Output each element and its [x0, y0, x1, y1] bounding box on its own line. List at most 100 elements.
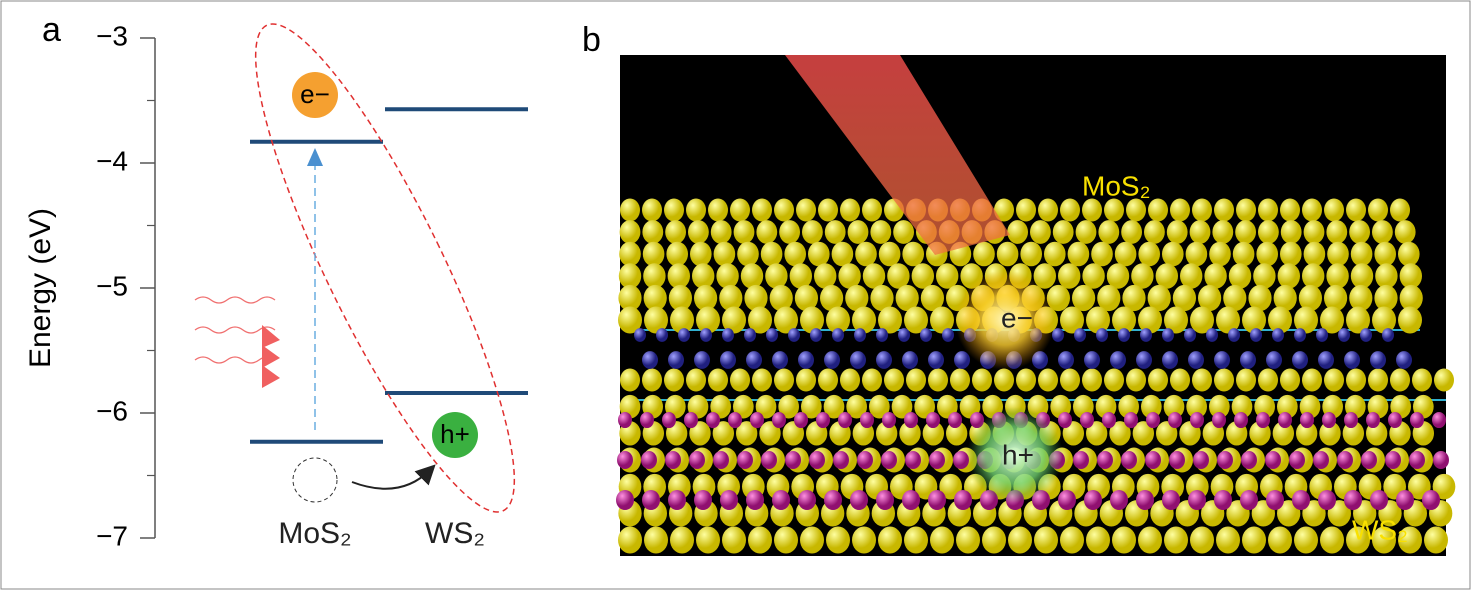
atom [1337, 451, 1353, 469]
atom [1102, 412, 1116, 428]
atom [642, 351, 658, 369]
atom [1098, 220, 1119, 244]
atom [744, 285, 767, 311]
atom [1058, 351, 1074, 369]
atom [912, 263, 934, 288]
atom [664, 199, 684, 222]
atom [1253, 263, 1275, 288]
atom [746, 351, 762, 369]
atom [860, 412, 874, 428]
atom [928, 490, 946, 510]
atom [1016, 369, 1036, 392]
atom [1038, 369, 1058, 392]
atom [824, 490, 842, 510]
atom [832, 328, 844, 342]
atom [640, 412, 654, 428]
atom [1258, 199, 1278, 222]
atom [826, 527, 850, 554]
atom [1268, 527, 1292, 554]
atom [1398, 242, 1420, 267]
atom [1212, 412, 1226, 428]
y-tick-label: −7 [96, 520, 128, 551]
electron-label: e− [1001, 302, 1033, 333]
atom [1084, 351, 1100, 369]
atom [1212, 220, 1233, 244]
atom [1396, 490, 1414, 510]
atom [1233, 242, 1255, 267]
atom [618, 527, 642, 554]
atom [643, 242, 665, 267]
atom [1216, 527, 1240, 554]
atom [1316, 328, 1328, 342]
atom [1390, 369, 1410, 392]
atom [668, 351, 684, 369]
atom [617, 451, 633, 469]
atom [1235, 220, 1256, 244]
atom [904, 412, 918, 428]
atom [1007, 220, 1028, 244]
atom [1188, 490, 1206, 510]
atom [711, 220, 732, 244]
atom [1289, 451, 1305, 469]
atom [1082, 199, 1102, 222]
atom [1080, 412, 1094, 428]
atom [1192, 199, 1212, 222]
atom [1193, 451, 1209, 469]
atom [1131, 263, 1153, 288]
atom [1110, 351, 1126, 369]
atom [1292, 490, 1310, 510]
atom [1338, 328, 1350, 342]
atom [1280, 199, 1300, 222]
atom [810, 328, 822, 342]
atom [1214, 490, 1232, 510]
atom [714, 242, 736, 267]
atom [1366, 412, 1380, 428]
atom [942, 328, 954, 342]
atom [1398, 307, 1422, 334]
atom [784, 242, 806, 267]
atom [779, 220, 800, 244]
atom [1370, 351, 1386, 369]
atom [694, 351, 710, 369]
atom [1265, 451, 1281, 469]
atom [664, 369, 684, 392]
atom [1058, 490, 1076, 510]
atom [1148, 369, 1168, 392]
page: a Energy (eV) −3−4−5−6−7MoS₂WS₂ e− h+ b … [0, 0, 1471, 595]
atom [1121, 451, 1137, 469]
atom [850, 490, 868, 510]
atom [1136, 351, 1152, 369]
atom [1409, 451, 1425, 469]
atom [1432, 412, 1446, 428]
atom [850, 351, 866, 369]
atom [1115, 242, 1137, 267]
figure: a Energy (eV) −3−4−5−6−7MoS₂WS₂ e− h+ b … [0, 0, 1471, 590]
atom [1272, 328, 1284, 342]
atom [881, 451, 897, 469]
atom [882, 412, 896, 428]
hole-label: h+ [1002, 439, 1034, 470]
atom [884, 369, 904, 392]
atom [1344, 490, 1362, 510]
y-axis-label: Energy (eV) [24, 208, 57, 368]
atom [690, 242, 712, 267]
atom [688, 220, 709, 244]
atom [1060, 369, 1080, 392]
atom [713, 451, 729, 469]
atom [1304, 220, 1325, 244]
atom [1374, 242, 1396, 267]
atom [1016, 199, 1036, 222]
atom [1385, 451, 1401, 469]
atom [1214, 351, 1230, 369]
atom [906, 369, 926, 392]
atom [1148, 199, 1168, 222]
atom [1044, 242, 1066, 267]
atom [1236, 369, 1256, 392]
atom [1086, 307, 1110, 334]
atom [1082, 263, 1104, 288]
atom [1234, 412, 1248, 428]
atom [1346, 369, 1366, 392]
atom [1294, 527, 1318, 554]
atom [734, 220, 755, 244]
atom [887, 263, 909, 288]
